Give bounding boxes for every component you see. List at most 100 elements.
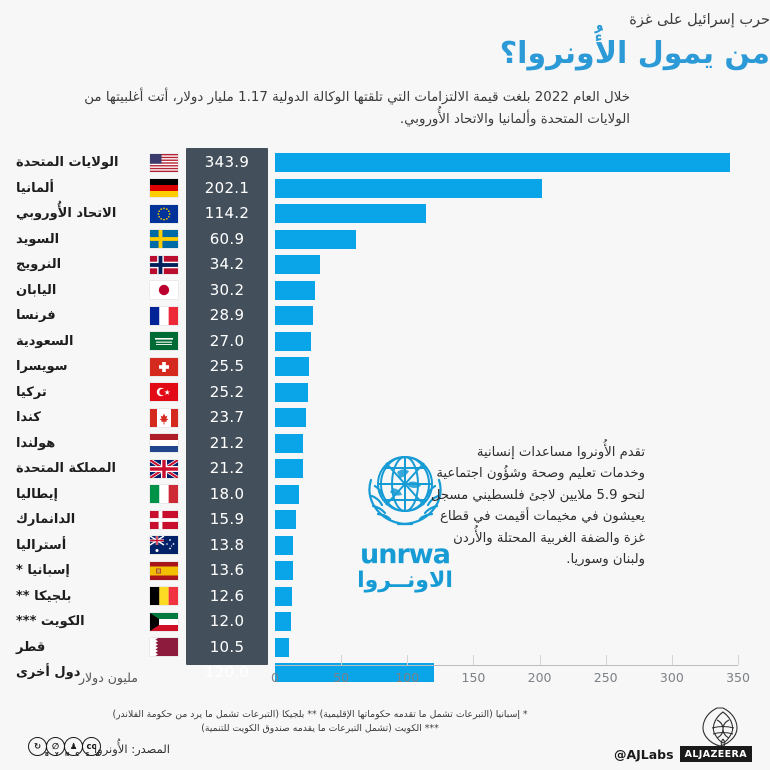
standfirst: خلال العام 2022 بلغت قيمة الالتزامات الت… (30, 87, 630, 130)
footnote-2: *** الكويت (تشمل التبرعات ما يقدمه صندوق… (201, 723, 439, 734)
bar (275, 663, 434, 682)
flag-icon-jp (150, 281, 178, 299)
country-label: السويد (16, 231, 60, 247)
value-label: 27.0 (209, 331, 245, 350)
x-tick-label: 250 (593, 670, 618, 685)
bar (275, 408, 307, 427)
kicker: حرب إسرائيل على غزة (629, 12, 770, 28)
country-label: فرنسا (16, 308, 56, 323)
country-label: هولندا (16, 435, 56, 451)
bar (275, 484, 299, 504)
table-row: المملكة المتحدة 21.2 (0, 456, 770, 482)
country-label: السعودية (16, 333, 74, 349)
table-row: أستراليا 13.8 (0, 533, 770, 559)
country-label: بلجيكا ** (16, 588, 72, 604)
value-label: 120.0 (204, 663, 250, 681)
bar (275, 331, 311, 351)
value-label: 202.1 (204, 178, 250, 197)
footnote-1: * إسبانيا (التبرعات تشمل ما تقدمه حكومات… (112, 709, 528, 720)
bar (275, 255, 321, 274)
table-row: الدانمارك 15.9 (0, 507, 770, 533)
aljazeera-branding: @AJLabs ALJAZEERA (602, 706, 752, 768)
x-tick-label: 200 (527, 670, 552, 685)
flag-icon-qa (150, 638, 178, 656)
flag-icon-gb (150, 459, 178, 478)
table-row: السعودية 27.0 (0, 329, 770, 355)
x-tick-label: 150 (461, 670, 486, 685)
bar (275, 204, 427, 223)
source-credit: المصدر: الأُونروا (93, 742, 170, 756)
flag-icon-dk (150, 510, 178, 529)
x-tick-mark (341, 655, 343, 665)
table-row: قطر 10.5 (0, 635, 770, 661)
cc-nc-label: NC (64, 752, 86, 758)
country-label: أستراليا (16, 537, 67, 553)
bar (275, 306, 314, 325)
unrwa-wordmark: unrwa (360, 539, 451, 570)
unrwa-description: تقدم الأُونروا مساعدات إنسانية وخدمات تع… (430, 445, 645, 567)
bar (275, 153, 730, 172)
aljazeera-tag: ALJAZEERA (679, 746, 752, 762)
bar (275, 586, 292, 606)
value-label: 343.9 (204, 153, 250, 171)
x-tick-mark (738, 655, 739, 665)
unrwa-wordmark-arabic: الاونــروا (357, 568, 453, 593)
bar (275, 510, 297, 529)
cc-sa-label: SA (85, 752, 106, 758)
country-label: تركيا (16, 384, 47, 400)
bar (275, 612, 291, 631)
table-row: سويسرا 25.5 (0, 354, 770, 380)
value-label: 12.6 (209, 586, 245, 605)
table-row: هولندا 21.2 (0, 431, 770, 457)
country-label: ألمانيا (16, 180, 55, 196)
standfirst-line-1: خلال العام 2022 بلغت قيمة الالتزامات الت… (84, 89, 630, 105)
flag-icon-nl (150, 434, 178, 452)
page-title: من يمول الأُونروا؟ (499, 36, 770, 72)
x-tick-mark (473, 655, 475, 665)
country-label: إسبانيا * (16, 563, 70, 578)
country-label: المملكة المتحدة (16, 461, 116, 476)
standfirst-line-2: الولايات المتحدة وألمانيا والاتحاد الأُو… (399, 111, 630, 127)
bar (275, 535, 294, 555)
x-tick-mark (407, 655, 409, 665)
bar (275, 459, 304, 478)
table-row: فرنسا 28.9 (0, 303, 770, 329)
value-label: 21.2 (209, 459, 245, 477)
flag-icon-it (150, 485, 178, 503)
flag-icon-fr (150, 306, 178, 325)
x-tick-label: 50 (333, 670, 350, 685)
bar (275, 637, 289, 657)
value-label: 21.2 (209, 433, 245, 452)
aljazeera-labels: @AJLabs ALJAZEERA (614, 746, 752, 762)
bar (275, 433, 304, 453)
country-label: الكويت *** (16, 614, 85, 629)
table-row: تركيا 25.2 (0, 380, 770, 406)
bar (275, 357, 309, 376)
cc-sa-icon: ↻ (28, 737, 47, 756)
value-label: 12.0 (209, 612, 245, 630)
flag-icon-kw (150, 612, 178, 631)
cc-icons: cc ♟ ∅ ↻ (28, 737, 101, 756)
country-label: سويسرا (16, 359, 68, 374)
value-panel (186, 148, 268, 665)
flag-icon-eu (150, 204, 178, 223)
value-label: 114.2 (204, 204, 250, 222)
table-row: إسبانيا * 13.6 (0, 558, 770, 584)
cc-by-label: BY (45, 752, 65, 758)
flag-icon-ca (150, 408, 178, 427)
country-label: الولايات المتحدة (16, 155, 119, 170)
value-label: 30.2 (209, 280, 245, 299)
flag-icon-none (150, 664, 178, 682)
flag-icon-tr (150, 383, 178, 401)
value-label: 10.5 (209, 637, 245, 656)
bar (275, 280, 315, 300)
flag-icon-us (150, 153, 178, 172)
table-row: دول أخرى 120.0 (0, 660, 770, 686)
value-label: 25.5 (209, 357, 245, 375)
flag-icon-be (150, 587, 178, 605)
value-label: 13.8 (209, 535, 245, 554)
ajlabs-handle: @AJLabs (613, 746, 674, 762)
value-label: 60.9 (209, 229, 245, 248)
flag-icon-se (150, 230, 178, 248)
